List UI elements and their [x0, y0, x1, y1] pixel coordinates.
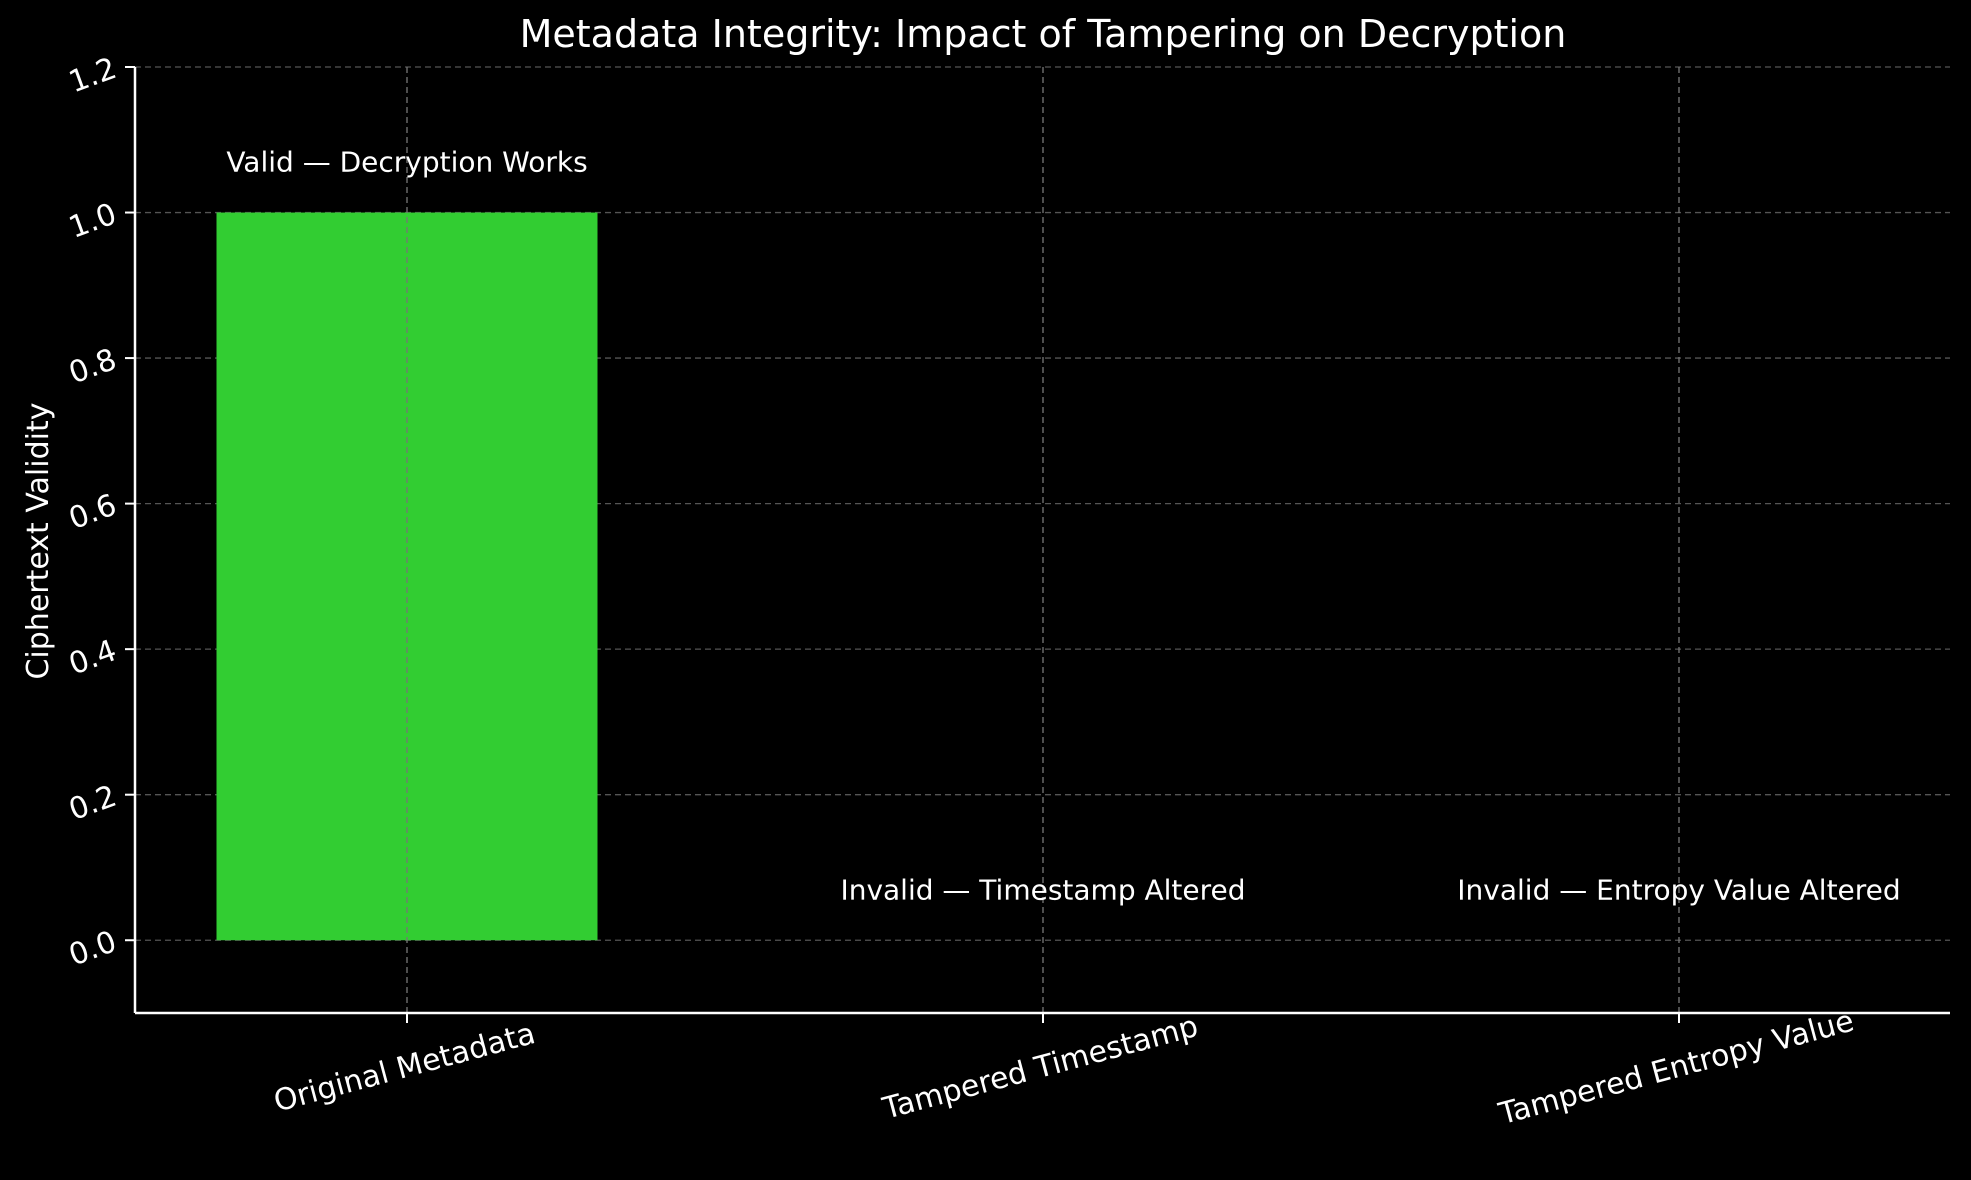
bar-annotation: Invalid — Timestamp Altered [840, 873, 1245, 906]
bar-annotation: Valid — Decryption Works [226, 146, 587, 179]
annotations: Valid — Decryption Works Invalid — Timest… [226, 146, 1900, 907]
bar-annotation: Invalid — Entropy Value Altered [1457, 873, 1900, 906]
chart-title: Metadata Integrity: Impact of Tampering … [520, 12, 1567, 56]
y-axis-label: Ciphertext Validity [21, 402, 56, 679]
bars [216, 67, 1680, 1013]
